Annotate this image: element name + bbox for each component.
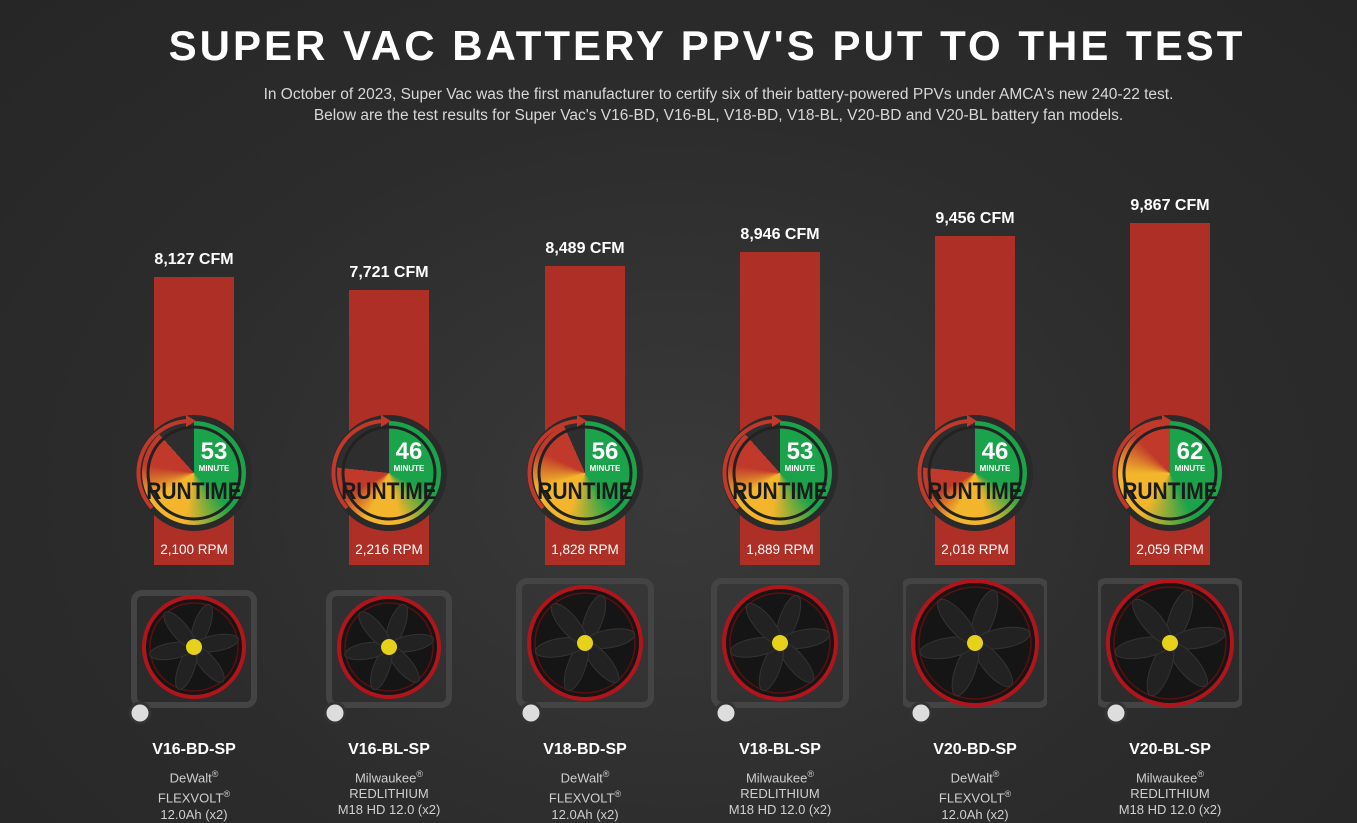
cfm-label: 9,456 CFM — [935, 209, 1015, 227]
cfm-label: 8,946 CFM — [740, 225, 820, 243]
runtime-label: RUNTIME — [927, 478, 1023, 505]
fan-image — [516, 578, 654, 725]
battery-info: Milwaukee® REDLITHIUM M18 HD 12.0 (x2) — [728, 769, 832, 818]
rpm-label: 1,889 RPM — [746, 542, 814, 557]
runtime-unit: MINUTE — [1175, 464, 1206, 473]
runtime-unit: MINUTE — [980, 464, 1011, 473]
rpm-label: 1,828 RPM — [551, 542, 619, 557]
rpm-label: 2,059 RPM — [1136, 542, 1204, 557]
cfm-label: 8,489 CFM — [545, 240, 625, 258]
cfm-label: 8,127 CFM — [154, 251, 234, 269]
runtime-gauge: 46 MINUTE RUNTIME — [917, 415, 1033, 531]
model-name: V16-BL-SP — [348, 741, 430, 758]
bar-column: 7,721 CFM 46 MINUTE RUNTIME 2,216 RPM V1… — [309, 0, 469, 823]
rpm-label: 2,100 RPM — [160, 542, 228, 557]
runtime-label: RUNTIME — [1122, 478, 1218, 505]
fan-image — [711, 578, 849, 725]
fan-image — [1098, 578, 1242, 725]
runtime-minutes: 62 — [1177, 438, 1204, 465]
fan-image — [128, 590, 257, 725]
rpm-label: 2,216 RPM — [355, 542, 423, 557]
fan-image — [903, 578, 1047, 725]
model-name: V20-BD-SP — [933, 741, 1017, 758]
page-subtitle: In October of 2023, Super Vac was the fi… — [263, 86, 1174, 124]
runtime-minutes: 46 — [396, 438, 423, 465]
runtime-label: RUNTIME — [146, 478, 242, 505]
runtime-label: RUNTIME — [341, 478, 437, 505]
runtime-unit: MINUTE — [394, 464, 425, 473]
battery-info: DeWalt® FLEXVOLT® 12.0Ah (x2) — [938, 769, 1012, 822]
model-name: V20-BL-SP — [1129, 741, 1211, 758]
runtime-gauge: 46 MINUTE RUNTIME — [331, 415, 447, 531]
battery-info: DeWalt® FLEXVOLT® 12.0Ah (x2) — [548, 769, 622, 822]
runtime-unit: MINUTE — [199, 464, 230, 473]
runtime-gauge: 53 MINUTE RUNTIME — [136, 415, 252, 531]
runtime-gauge: 62 MINUTE RUNTIME — [1112, 415, 1228, 531]
runtime-unit: MINUTE — [785, 464, 816, 473]
cfm-label: 9,867 CFM — [1130, 197, 1210, 215]
runtime-minutes: 56 — [592, 438, 619, 465]
bar-column: 8,946 CFM 53 MINUTE RUNTIME 1,889 RPM V1… — [700, 0, 860, 823]
page-title: SUPER VAC BATTERY PPV'S PUT TO THE TEST — [168, 22, 1246, 69]
runtime-minutes: 53 — [787, 438, 814, 465]
runtime-minutes: 46 — [982, 438, 1009, 465]
bar-column: 8,127 CFM 53 MINUTE RUNTIME 2,100 RPM V1… — [114, 0, 274, 823]
runtime-unit: MINUTE — [590, 464, 621, 473]
battery-info: DeWalt® FLEXVOLT® 12.0Ah (x2) — [157, 769, 231, 822]
model-name: V18-BL-SP — [739, 741, 821, 758]
cfm-label: 7,721 CFM — [349, 264, 429, 281]
model-name: V16-BD-SP — [152, 741, 236, 758]
runtime-label: RUNTIME — [537, 478, 633, 505]
fan-image — [323, 590, 452, 725]
battery-info: Milwaukee® REDLITHIUM M18 HD 12.0 (x2) — [1118, 769, 1222, 818]
runtime-minutes: 53 — [201, 438, 228, 465]
runtime-label: RUNTIME — [732, 478, 828, 505]
model-name: V18-BD-SP — [543, 741, 627, 758]
runtime-gauge: 53 MINUTE RUNTIME — [722, 415, 838, 531]
rpm-label: 2,018 RPM — [941, 542, 1009, 557]
battery-info: Milwaukee® REDLITHIUM M18 HD 12.0 (x2) — [337, 769, 441, 818]
bar-column: 9,456 CFM 46 MINUTE RUNTIME 2,018 RPM V2… — [895, 0, 1055, 823]
runtime-gauge: 56 MINUTE RUNTIME — [527, 415, 643, 531]
bar-column: 8,489 CFM 56 MINUTE RUNTIME 1,828 RPM V1… — [505, 0, 665, 823]
bar-column: 9,867 CFM 62 MINUTE RUNTIME 2,059 RPM V2… — [1090, 0, 1250, 823]
